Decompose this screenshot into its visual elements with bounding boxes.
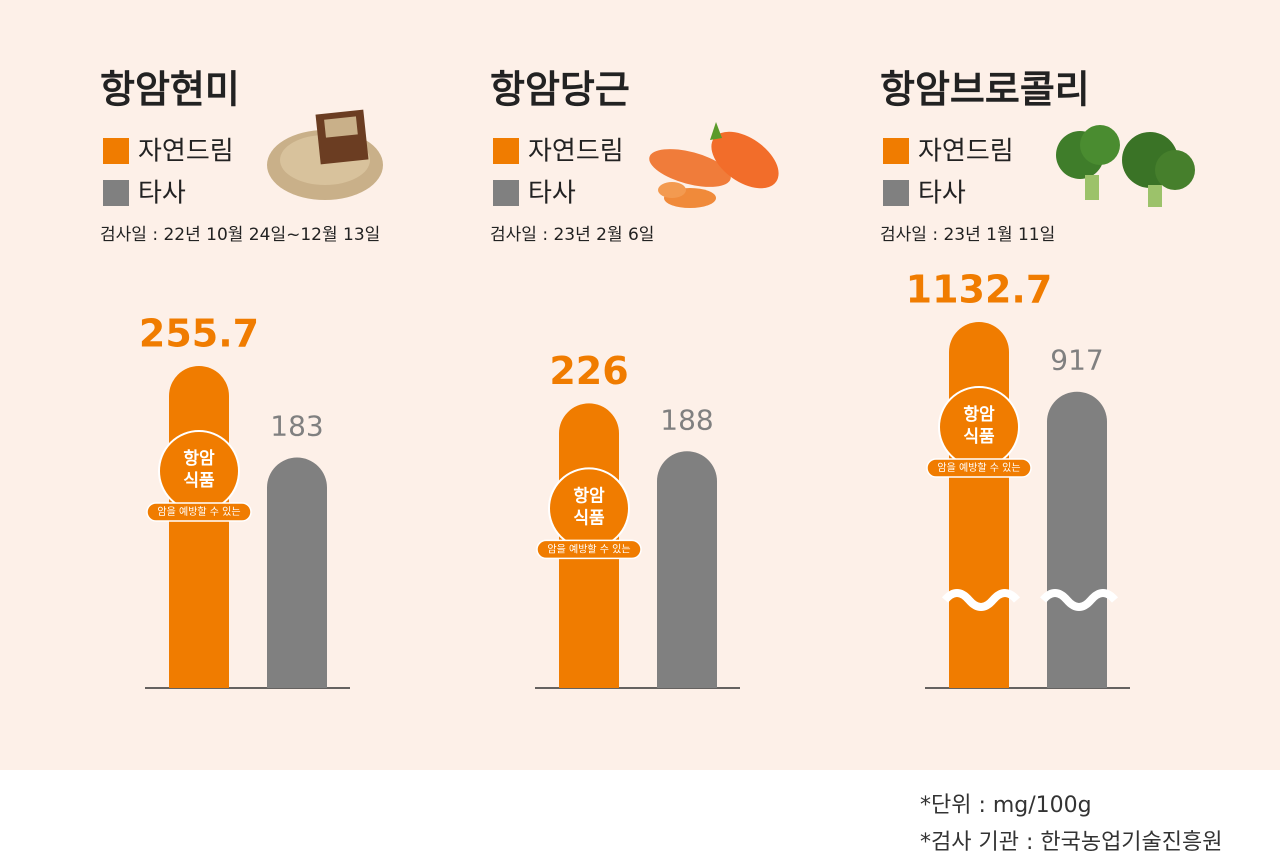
legend-label: 타사	[918, 179, 966, 209]
legend-swatch	[103, 138, 129, 164]
bar	[657, 451, 717, 688]
carrot-image	[649, 122, 779, 208]
badge-caption: 암을 예방할 수 있는	[547, 543, 630, 555]
axis-break	[1039, 589, 1119, 611]
value-label: 183	[270, 410, 323, 443]
bar	[1047, 391, 1107, 688]
bar	[949, 322, 1009, 688]
badge-text: 식품	[963, 427, 995, 447]
chart-title: 항암현미	[100, 68, 240, 112]
value-label: 188	[660, 403, 713, 436]
legend-label: 자연드림	[138, 137, 234, 167]
badge-caption: 암을 예방할 수 있는	[157, 506, 240, 518]
axis-break	[941, 589, 1021, 611]
note: *단위 : mg/100g	[920, 793, 1092, 818]
legend-swatch	[103, 180, 129, 206]
badge-text: 식품	[183, 471, 215, 491]
legend-swatch	[883, 180, 909, 206]
value-label: 255.7	[139, 312, 259, 356]
badge-caption: 암을 예방할 수 있는	[937, 462, 1020, 474]
chart-subtitle: 검사일 : 23년 2월 6일	[490, 225, 654, 245]
broccoli-image	[1056, 125, 1195, 207]
legend-label: 타사	[138, 179, 186, 209]
badge-text: 항암	[963, 404, 995, 425]
legend-label: 자연드림	[528, 137, 624, 167]
badge-caption-bg	[926, 458, 1032, 478]
note: *검사 기관 : 한국농업기술진흥원	[920, 830, 1223, 855]
chart-title: 항암브로콜리	[880, 68, 1090, 112]
legend-swatch	[493, 180, 519, 206]
chart-title: 항암당근	[490, 68, 630, 112]
badge-text: 항암	[183, 448, 215, 469]
chart-subtitle: 검사일 : 22년 10월 24일~12월 13일	[100, 225, 380, 245]
legend-swatch	[883, 138, 909, 164]
badge-caption-bg	[146, 502, 252, 522]
value-label: 917	[1050, 344, 1103, 377]
legend-swatch	[493, 138, 519, 164]
value-label: 1132.7	[906, 268, 1053, 312]
badge-text: 식품	[573, 508, 605, 528]
bar	[169, 366, 229, 688]
bar	[267, 457, 327, 688]
legend-label: 타사	[528, 179, 576, 209]
badge-text: 항암	[573, 485, 605, 506]
badge-caption-bg	[536, 539, 642, 560]
chart-subtitle: 검사일 : 23년 1월 11일	[880, 225, 1055, 245]
rice-image	[267, 109, 383, 200]
value-label: 226	[549, 349, 628, 393]
legend-label: 자연드림	[918, 137, 1014, 167]
